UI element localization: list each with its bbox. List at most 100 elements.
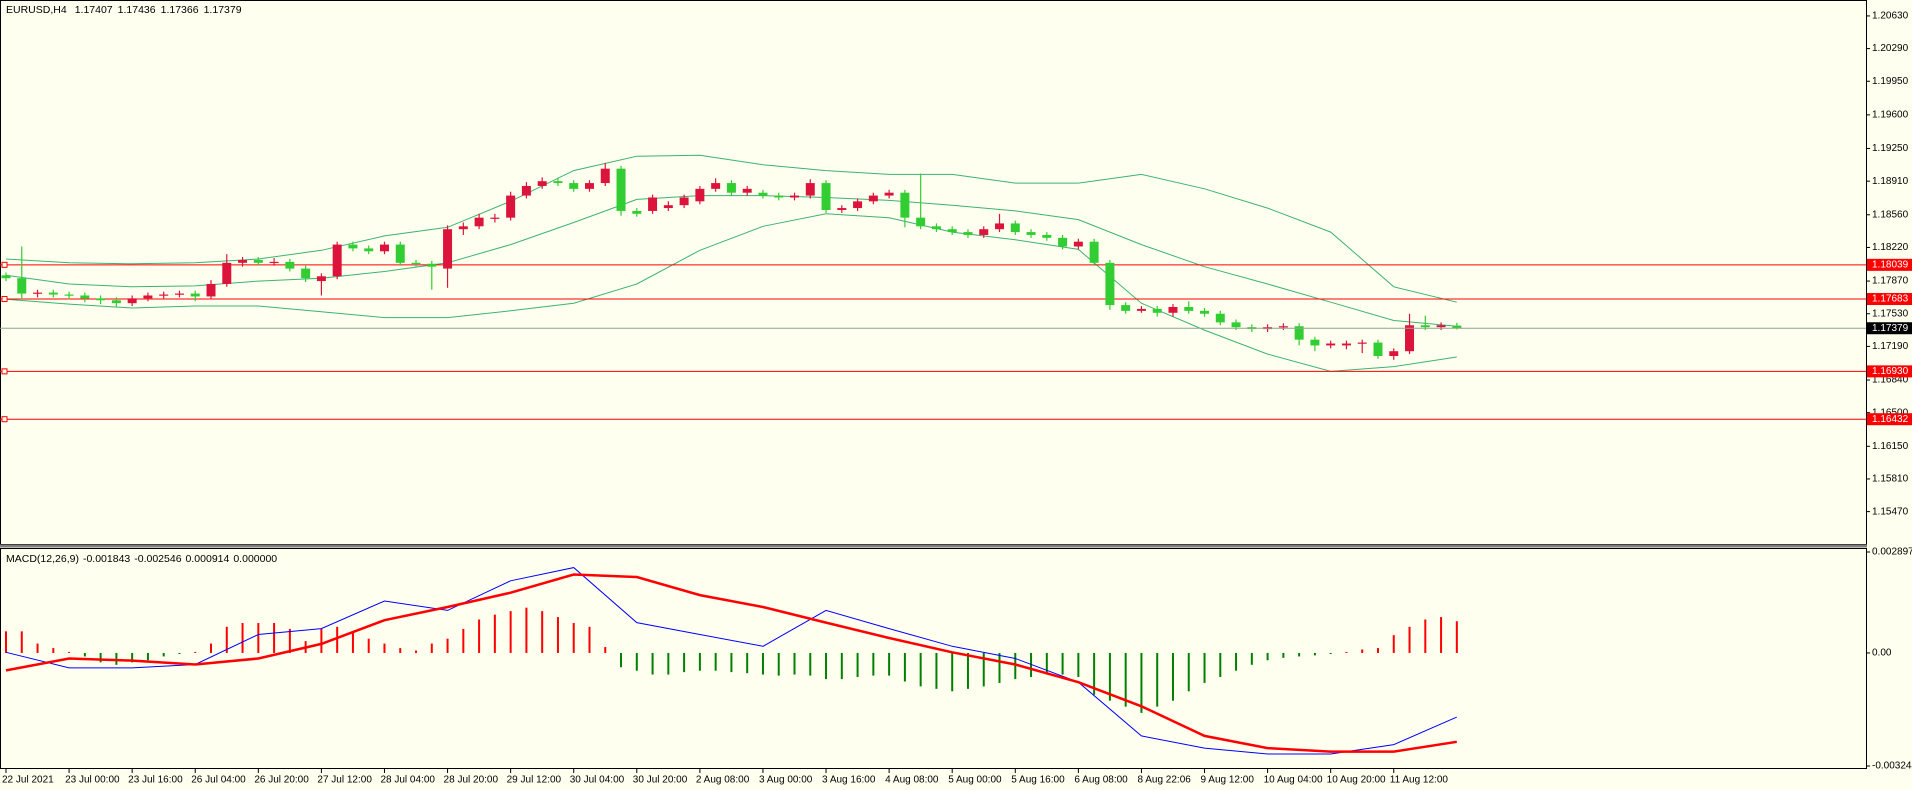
candle-body bbox=[143, 295, 153, 299]
y-tick-label: 1.17190 bbox=[1872, 341, 1909, 352]
candle-body bbox=[679, 197, 689, 206]
price-label-box bbox=[1867, 322, 1912, 335]
candle-body bbox=[1278, 326, 1288, 328]
candle-body bbox=[1184, 307, 1194, 311]
candle-body bbox=[1168, 307, 1178, 313]
macd-title: MACD(12,26,9) bbox=[6, 553, 79, 565]
candle-body bbox=[332, 244, 342, 277]
level-anchor bbox=[1, 296, 8, 303]
candle-body bbox=[1326, 343, 1336, 346]
candle-body bbox=[569, 183, 579, 189]
candle-body bbox=[805, 183, 815, 196]
candle-body bbox=[1058, 237, 1068, 247]
band-upper bbox=[5, 154, 1457, 303]
candle-body bbox=[853, 201, 863, 209]
candle-body bbox=[1341, 343, 1351, 346]
symbol-header: EURUSD,H4 1.17407 1.17436 1.17366 1.17379 bbox=[6, 4, 242, 16]
candle-body bbox=[947, 229, 957, 233]
candle-body bbox=[1, 275, 11, 279]
candle-body bbox=[301, 268, 311, 279]
candle-body bbox=[1152, 308, 1162, 313]
candle-body bbox=[1042, 234, 1052, 238]
candle-body bbox=[348, 244, 358, 249]
candle-body bbox=[521, 185, 531, 196]
x-tick-label: 9 Aug 12:00 bbox=[1201, 775, 1255, 786]
level-label-box bbox=[1867, 258, 1912, 271]
candle-body bbox=[663, 205, 673, 209]
level-label: 1.16930 bbox=[1872, 366, 1909, 377]
candle-body bbox=[1026, 232, 1036, 235]
y-tick-label: 1.16150 bbox=[1872, 441, 1909, 452]
candle-body bbox=[206, 283, 216, 297]
candle-body bbox=[1215, 313, 1225, 323]
candle-body bbox=[1010, 223, 1020, 233]
candle-body bbox=[159, 294, 169, 296]
macd-line bbox=[5, 567, 1458, 755]
candle-body bbox=[632, 210, 642, 214]
candle-body bbox=[979, 229, 989, 235]
candle-body bbox=[726, 183, 736, 193]
x-tick-label: 3 Aug 16:00 bbox=[822, 775, 876, 786]
candle-body bbox=[1136, 308, 1146, 311]
y-tick-label: 0.002897 bbox=[1872, 547, 1912, 558]
y-tick-label: 1.16840 bbox=[1872, 375, 1909, 386]
level-label-box bbox=[1867, 293, 1912, 306]
candle-body bbox=[1357, 342, 1367, 344]
candle-body bbox=[600, 168, 610, 184]
macd-header: MACD(12,26,9) -0.001843 -0.002546 0.000914 0… bbox=[6, 553, 277, 565]
candle-body bbox=[411, 262, 421, 265]
level-anchor bbox=[1, 368, 8, 375]
candle-body bbox=[364, 248, 374, 252]
level-anchor bbox=[1, 261, 8, 268]
band-lower bbox=[5, 213, 1457, 372]
x-tick-label: 23 Jul 00:00 bbox=[65, 775, 120, 786]
level-label: 1.17683 bbox=[1872, 294, 1909, 305]
candle-body bbox=[395, 244, 405, 263]
y-tick-label: 1.18560 bbox=[1872, 209, 1909, 220]
x-tick-label: 3 Aug 00:00 bbox=[759, 775, 813, 786]
y-tick-label: 1.20290 bbox=[1872, 43, 1909, 54]
x-tick-label: 11 Aug 12:00 bbox=[1390, 775, 1449, 786]
candle-body bbox=[1089, 241, 1099, 263]
open: 1.17407 bbox=[75, 4, 113, 16]
level-label: 1.16432 bbox=[1872, 414, 1909, 425]
y-tick-label: 1.19600 bbox=[1872, 110, 1909, 121]
candle-body bbox=[916, 217, 926, 227]
level-label: 1.18039 bbox=[1872, 259, 1909, 270]
candle-body bbox=[711, 183, 721, 189]
x-tick-label: 10 Aug 20:00 bbox=[1327, 775, 1386, 786]
x-tick-label: 22 Jul 2021 bbox=[2, 775, 54, 786]
candle-body bbox=[648, 197, 658, 211]
y-tick-label: 1.15810 bbox=[1872, 474, 1909, 485]
x-tick-label: 28 Jul 04:00 bbox=[380, 775, 435, 786]
macd-readout: -0.001843 bbox=[83, 553, 130, 565]
y-tick-label: 1.15470 bbox=[1872, 506, 1909, 517]
macd-line bbox=[5, 573, 1457, 753]
x-tick-label: 5 Aug 16:00 bbox=[1011, 775, 1065, 786]
candle-body bbox=[742, 188, 752, 193]
y-tick-label: 1.16500 bbox=[1872, 407, 1909, 418]
price-label: 1.17379 bbox=[1872, 323, 1909, 334]
candle-body bbox=[1231, 322, 1241, 328]
candle-body bbox=[490, 217, 500, 219]
candle-body bbox=[1405, 325, 1415, 352]
candle-body bbox=[96, 298, 106, 301]
candle-body bbox=[190, 293, 200, 297]
candle-body bbox=[474, 217, 484, 227]
candle-body bbox=[316, 276, 326, 282]
candle-body bbox=[963, 232, 973, 235]
candle-body bbox=[48, 292, 58, 295]
candle-body bbox=[80, 295, 90, 299]
high: 1.17436 bbox=[118, 4, 156, 16]
candle-body bbox=[285, 261, 295, 269]
x-tick-label: 23 Jul 16:00 bbox=[128, 775, 183, 786]
macd-readout: -0.002546 bbox=[134, 553, 181, 565]
candle-body bbox=[695, 188, 705, 202]
macd-panel bbox=[0, 548, 1867, 769]
candle-body bbox=[253, 259, 263, 263]
x-tick-label: 30 Jul 04:00 bbox=[570, 775, 625, 786]
y-tick-label: 0.00 bbox=[1872, 648, 1892, 659]
candle-body bbox=[443, 229, 453, 269]
